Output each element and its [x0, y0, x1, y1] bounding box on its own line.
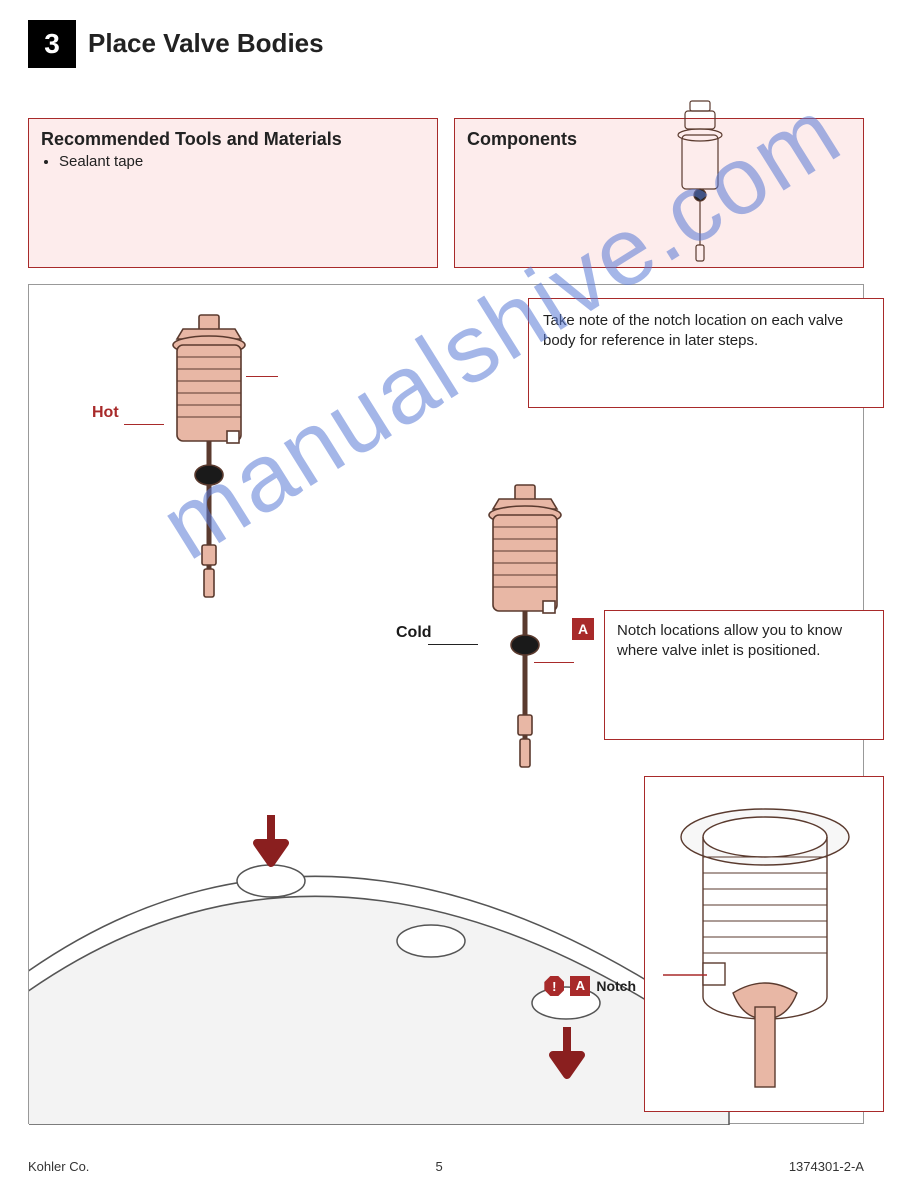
components-heading: Components — [455, 119, 863, 152]
components-box: Components — [454, 118, 864, 268]
tools-box: Recommended Tools and Materials Sealant … — [28, 118, 438, 268]
callout-a-text: Notch locations allow you to know where … — [617, 622, 842, 659]
alert-icon: ! — [544, 976, 564, 996]
hot-label: Hot — [92, 404, 119, 422]
callout-a-badge — [572, 618, 594, 640]
callout-a: Notch locations allow you to know where … — [604, 610, 884, 740]
footer: Kohler Co. 5 1374301-2-A — [28, 1159, 864, 1174]
footer-doc: 1374301-2-A — [789, 1159, 864, 1174]
component-thumb-icon — [665, 95, 735, 265]
tools-item: Sealant tape — [59, 152, 425, 172]
footer-copyright: Kohler Co. — [28, 1159, 89, 1174]
step-number-badge: 3 — [28, 20, 76, 68]
tools-heading: Recommended Tools and Materials — [29, 119, 437, 152]
notch-callout-text: Take note of the notch location on each … — [543, 312, 843, 349]
step-title: Place Valve Bodies — [88, 28, 324, 59]
inset-notch-label: Notch — [596, 978, 636, 994]
inset-a-badge — [570, 976, 590, 996]
notch-callout: Take note of the notch location on each … — [528, 298, 884, 408]
step-number: 3 — [44, 28, 60, 60]
callout-a-leader — [534, 662, 574, 663]
footer-page: 5 — [436, 1159, 443, 1174]
inset-detail — [644, 776, 884, 1112]
cold-label: Cold — [396, 624, 432, 642]
hot-leader — [124, 424, 164, 425]
page: 3 Place Valve Bodies Recommended Tools a… — [0, 0, 918, 1188]
inset-labels: ! Notch — [544, 976, 636, 996]
inset-svg — [645, 777, 885, 1113]
notch-callout-leader — [246, 376, 278, 377]
tools-list: Sealant tape — [29, 152, 437, 180]
cold-leader — [428, 644, 478, 645]
